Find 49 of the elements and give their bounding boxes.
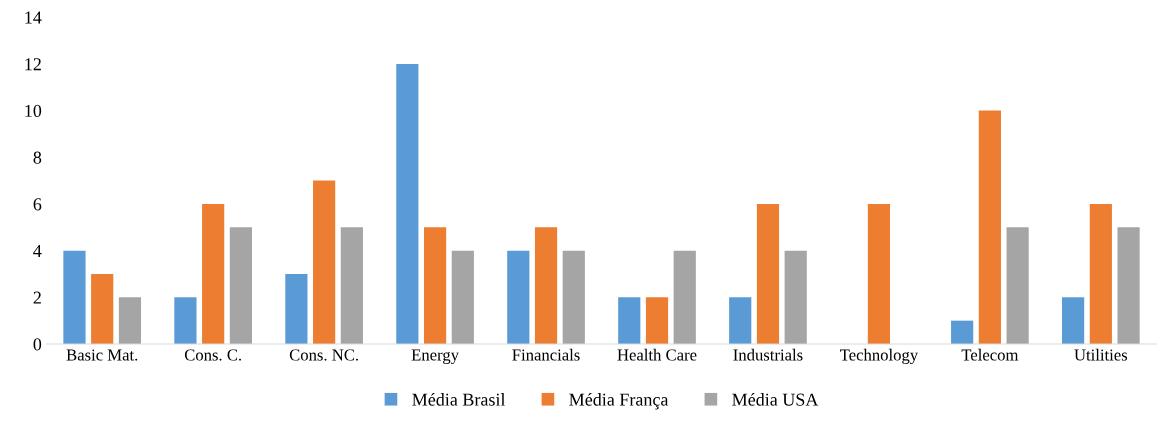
legend-label: Média USA bbox=[732, 393, 819, 406]
bar bbox=[202, 203, 225, 344]
x-tick-label: Cons. NC. bbox=[289, 349, 358, 361]
x-tick-label: Energy bbox=[411, 349, 459, 364]
x-tick-label: Technology bbox=[840, 348, 919, 365]
bar bbox=[729, 297, 752, 344]
x-tick-label: Basic Mat. bbox=[66, 349, 138, 361]
legend-label: Média Brasil bbox=[412, 393, 506, 406]
legend-label: Média França bbox=[569, 393, 669, 410]
bar bbox=[313, 180, 336, 344]
y-tick-label: 6 bbox=[33, 198, 42, 211]
bar bbox=[396, 63, 419, 344]
bar bbox=[562, 250, 585, 344]
x-tick-label: Industrials bbox=[733, 348, 803, 361]
bar bbox=[118, 297, 142, 344]
bar bbox=[673, 250, 696, 344]
bar bbox=[618, 297, 641, 344]
bar bbox=[645, 297, 669, 344]
bar bbox=[63, 250, 86, 344]
bar bbox=[1089, 203, 1112, 344]
bar bbox=[1062, 297, 1085, 344]
bar bbox=[285, 273, 308, 344]
bar bbox=[423, 227, 447, 344]
bar bbox=[784, 250, 807, 344]
bar bbox=[451, 250, 474, 344]
y-tick-label: 14 bbox=[25, 11, 42, 24]
x-tick-label: Financials bbox=[512, 348, 580, 361]
bar bbox=[507, 250, 530, 344]
bar bbox=[91, 273, 114, 344]
bar bbox=[978, 110, 1001, 344]
x-tick-label: Cons. C. bbox=[184, 349, 241, 361]
bar bbox=[229, 227, 252, 344]
y-tick-label: 12 bbox=[25, 58, 41, 71]
x-tick-label: Utilities bbox=[1074, 348, 1128, 361]
y-tick-label: 8 bbox=[33, 151, 42, 164]
y-tick-label: 10 bbox=[25, 104, 42, 118]
bar bbox=[1117, 227, 1140, 344]
bar bbox=[340, 227, 363, 344]
x-tick-label: Telecom bbox=[961, 348, 1019, 361]
bar bbox=[951, 320, 974, 344]
bar bbox=[174, 297, 197, 344]
bar bbox=[756, 203, 780, 344]
x-tick-label: Health Care bbox=[617, 348, 697, 361]
bar bbox=[867, 203, 891, 344]
y-tick-label: 2 bbox=[33, 291, 41, 304]
bar bbox=[534, 227, 558, 344]
y-tick-label: 0 bbox=[33, 338, 42, 351]
y-tick-label: 4 bbox=[33, 245, 42, 257]
bar bbox=[1006, 227, 1029, 344]
